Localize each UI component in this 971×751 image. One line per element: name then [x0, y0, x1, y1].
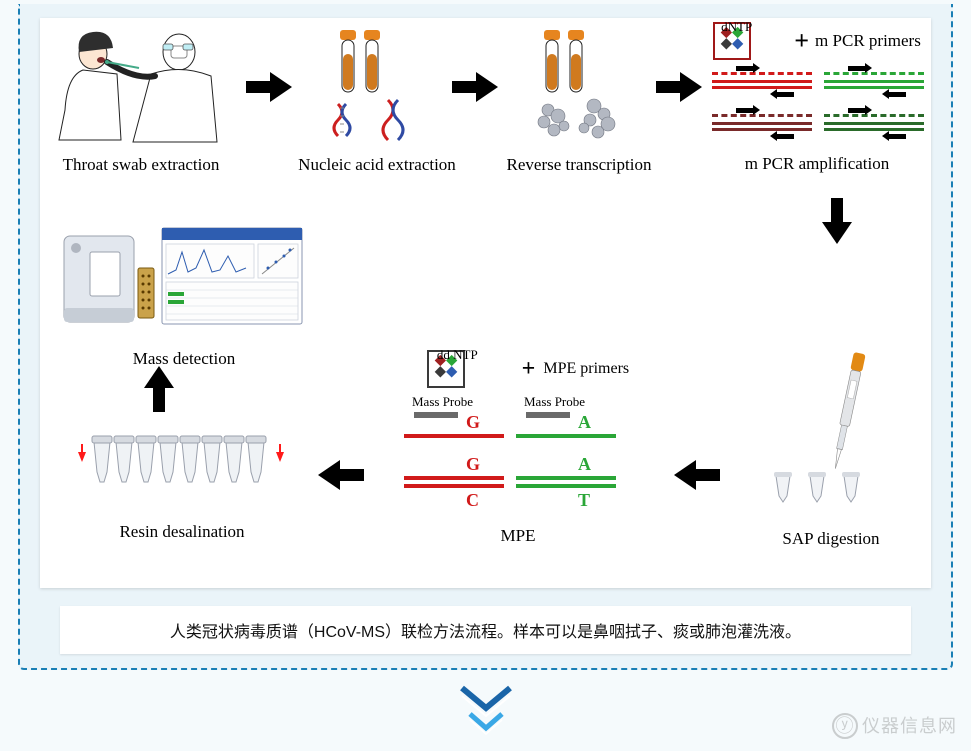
arrow-7-8: [148, 366, 170, 412]
step7-label: Resin desalination: [70, 522, 294, 542]
step5-label: SAP digestion: [746, 529, 916, 549]
step-mpe: dd NTP + MPE primers Mass Probe Mass Pro…: [388, 348, 648, 546]
arrow-6-7: [318, 464, 364, 486]
watermark-text: 仪器信息网: [862, 716, 957, 736]
caption-text: 人类冠状病毒质谱（HCoV-MS）联检方法流程。样本可以是鼻咽拭子、痰或肺泡灌洗…: [170, 618, 801, 642]
down-chevrons-icon: [456, 684, 516, 747]
arrow-5-6: [674, 464, 720, 486]
step3-label: Reverse transcription: [500, 155, 658, 175]
nucleic-acid-icon: [302, 26, 452, 144]
mpcr-primers-label: m PCR primers: [815, 31, 921, 51]
caption-box: 人类冠状病毒质谱（HCoV-MS）联检方法流程。样本可以是鼻咽拭子、痰或肺泡灌洗…: [60, 606, 911, 654]
letter-C: C: [466, 490, 479, 511]
mpe-primers-label: MPE primers: [543, 360, 629, 378]
plus-icon: +: [794, 26, 809, 56]
watermark: ⓨ仪器信息网: [832, 712, 957, 739]
probe-left-label: Mass Probe: [412, 394, 473, 410]
letter-A1: A: [578, 412, 591, 433]
step1-label: Throat swab extraction: [46, 155, 236, 175]
workflow-diagram: Throat swab extraction: [40, 18, 931, 588]
step6-label: MPE: [388, 526, 648, 546]
letter-T: T: [578, 490, 590, 511]
sap-icon: [746, 348, 916, 518]
watermark-icon: ⓨ: [832, 713, 858, 739]
step2-label: Nucleic acid extraction: [298, 155, 456, 175]
ddntp-label: dd NTP: [437, 347, 478, 363]
mpe-strands: Mass Probe Mass Probe G A G A C T: [388, 390, 648, 520]
step-mass-detection: Mass detection: [58, 222, 310, 369]
arrow-3-4: [656, 76, 702, 98]
plus-icon-2: +: [522, 356, 536, 383]
letter-G1: G: [466, 412, 480, 433]
letter-A2: A: [578, 454, 591, 475]
mpcr-header: dNTP + m PCR primers: [708, 20, 926, 62]
step8-label: Mass detection: [58, 349, 310, 369]
step-reverse-transcription: Reverse transcription: [500, 26, 658, 175]
step-throat-swab: Throat swab extraction: [46, 26, 236, 175]
arrow-1-2: [246, 76, 292, 98]
step-sap: SAP digestion: [746, 348, 916, 549]
probe-right-label: Mass Probe: [524, 394, 585, 410]
arrow-2-3: [452, 76, 498, 98]
step-mpcr: dNTP + m PCR primers: [708, 20, 926, 174]
resin-tubes: [70, 424, 294, 516]
letter-G2: G: [466, 454, 480, 475]
step4-label: m PCR amplification: [708, 154, 926, 174]
throat-swab-icon: [51, 26, 231, 144]
mpcr-strands: [708, 62, 926, 148]
pcr-strip-icon: [70, 424, 294, 516]
arrow-4-5: [826, 198, 848, 244]
step-resin: Resin desalination: [70, 424, 294, 542]
mpe-header: dd NTP + MPE primers: [408, 348, 648, 390]
step-nucleic-acid: Nucleic acid extraction: [298, 26, 456, 175]
mass-detection-icon: [58, 222, 310, 338]
dntp-label: dNTP: [721, 19, 752, 35]
reverse-transcription-icon: [504, 26, 654, 144]
